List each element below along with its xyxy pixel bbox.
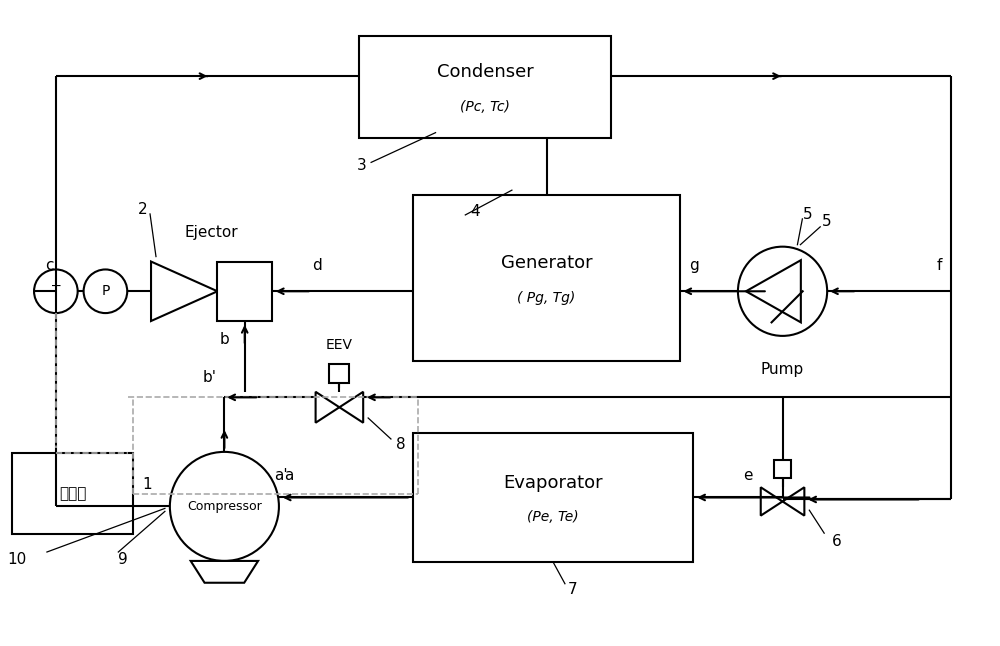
Text: 9: 9 (118, 552, 128, 567)
Text: 5: 5 (822, 214, 832, 229)
Text: P: P (101, 284, 110, 298)
Bar (217, 262, 272, 321)
Text: 控制器: 控制器 (59, 486, 86, 501)
Text: e: e (743, 468, 753, 483)
Text: (Pc, Tc): (Pc, Tc) (460, 100, 510, 114)
Text: Ejector: Ejector (185, 225, 238, 240)
Text: d: d (312, 258, 321, 273)
Text: Pump: Pump (761, 362, 804, 377)
Text: (Pe, Te): (Pe, Te) (527, 510, 579, 525)
Text: 10: 10 (8, 552, 27, 567)
Text: ( Pg, Tg): ( Pg, Tg) (517, 291, 576, 305)
Text: g: g (689, 258, 699, 273)
Text: 6: 6 (832, 534, 842, 548)
Text: 8: 8 (396, 437, 406, 452)
Text: Compressor: Compressor (187, 500, 262, 513)
Text: b': b' (202, 370, 216, 386)
Text: Evaporator: Evaporator (503, 474, 603, 492)
Text: 7: 7 (568, 582, 578, 597)
Bar (413, 433, 693, 562)
Bar (12, 453, 133, 534)
Text: a': a' (274, 468, 288, 483)
Bar (413, 195, 680, 360)
Text: 4: 4 (470, 205, 480, 220)
Text: 2: 2 (138, 202, 148, 218)
Text: 1: 1 (142, 477, 152, 492)
Bar (329, 364, 349, 384)
Text: Generator: Generator (501, 254, 592, 272)
Text: a: a (284, 468, 294, 483)
Bar (359, 36, 611, 138)
Text: Condenser: Condenser (437, 63, 534, 81)
Bar (774, 460, 791, 477)
Text: T: T (52, 284, 60, 298)
Text: 5: 5 (803, 207, 812, 222)
Text: EEV: EEV (326, 338, 353, 352)
Text: b: b (220, 332, 230, 347)
Text: f: f (937, 258, 942, 273)
Text: 3: 3 (356, 158, 366, 173)
Text: c: c (45, 258, 54, 273)
